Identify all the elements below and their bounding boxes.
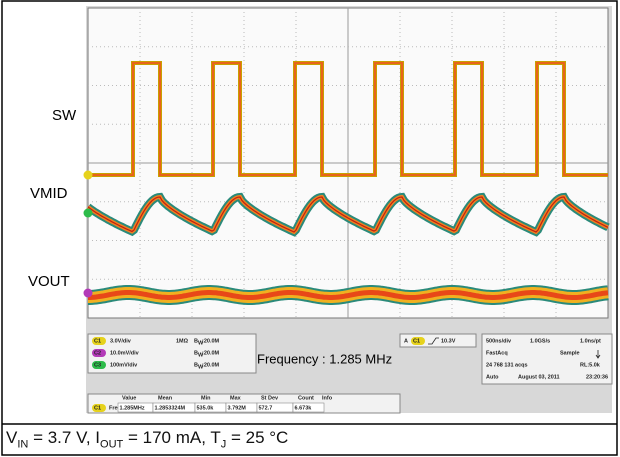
channel-badge-label: C2: [94, 350, 101, 356]
acq-text: RL:5.0k: [580, 362, 601, 368]
waveform-label: VMID: [30, 185, 68, 202]
measure-header: St Dev: [261, 395, 279, 401]
scope-figure: SW VMID VOUT Frequency : 1.285 MHz C13.0…: [0, 0, 620, 457]
acq-text: FastAcq: [486, 350, 508, 356]
caption-text: V: [6, 428, 17, 447]
ch3-marker: [84, 289, 93, 298]
measure-header: Min: [201, 395, 211, 401]
figure: SW VMID VOUT Frequency : 1.285 MHz C13.0…: [0, 0, 620, 457]
channel-badge-label: C3: [94, 362, 101, 368]
measure-badge-label: C1: [94, 405, 101, 411]
trigger-channel: C1: [413, 338, 420, 344]
acq-text: August 03, 2011: [518, 374, 560, 380]
caption-text: = 25 °C: [226, 428, 288, 447]
acq-text: Auto: [486, 374, 499, 380]
acq-text: 500ns/div: [486, 338, 512, 344]
measure-header: Value: [122, 395, 136, 401]
ch2-marker: [84, 209, 93, 218]
channel-badge-label: C1: [94, 338, 101, 344]
acq-text: 23:20:36: [586, 374, 608, 380]
channel-scale: 10.0mV/div: [110, 350, 140, 356]
ch1-marker: [84, 171, 93, 180]
caption: VIN = 3.7 V, IOUT = 170 mA, TJ = 25 °C: [6, 428, 288, 450]
measure-header: Mean: [158, 395, 173, 401]
measure-value: 1.285MHz: [120, 405, 145, 411]
acq-text: 24 768 131 acqs: [486, 362, 528, 368]
measure-value: 1.2853324M: [155, 405, 186, 411]
measure-value: 535.0k: [197, 405, 215, 411]
channel-scale: 100mV/div: [110, 362, 138, 368]
trigger-source: A: [404, 338, 408, 344]
acq-text: 1.0GS/s: [530, 338, 550, 344]
channel-impedance: 1MΩ: [176, 338, 189, 344]
measure-value: 6.673k: [295, 405, 313, 411]
waveform-label: VOUT: [28, 273, 70, 290]
measure-header: Info: [322, 395, 333, 401]
measure-value: 3.792M: [228, 405, 247, 411]
caption-subscript: IN: [17, 438, 28, 450]
channel-scale: 3.0V/div: [110, 338, 132, 344]
channel-bw-value: :20.0M: [202, 362, 220, 368]
trigger-level: 10.3V: [441, 338, 456, 344]
caption-text: = 3.7 V, I: [28, 428, 100, 447]
measure-header: Count: [298, 395, 314, 401]
caption-subscript: OUT: [100, 438, 123, 450]
measure-value: 572.7: [259, 405, 273, 411]
frequency-note: Frequency : 1.285 MHz: [257, 351, 392, 366]
waveform-label: SW: [52, 107, 77, 124]
measure-header: Max: [230, 395, 242, 401]
acq-text: Sample: [560, 350, 580, 356]
caption-text: = 170 mA, T: [123, 428, 220, 447]
channel-bw-value: :20.0M: [202, 350, 220, 356]
acq-text: 1.0ns/pt: [580, 338, 601, 344]
channel-bw-value: :20.0M: [202, 338, 220, 344]
